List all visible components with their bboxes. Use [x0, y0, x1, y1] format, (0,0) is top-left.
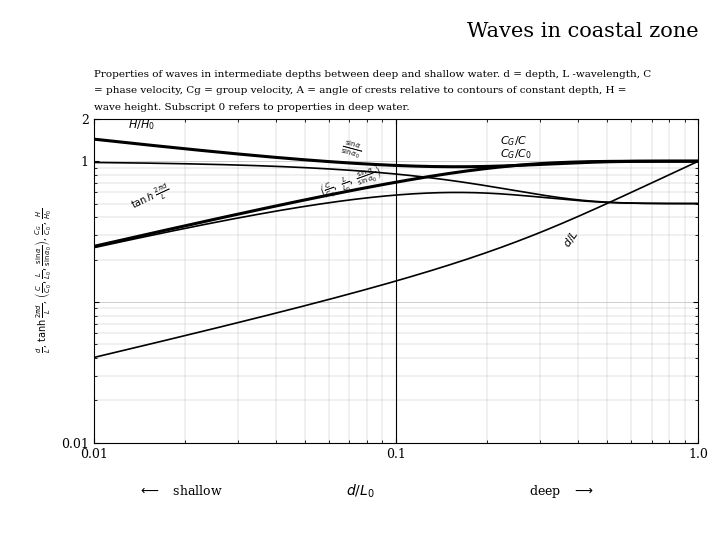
Text: = phase velocity, Cg = group velocity, A = angle of crests relative to contours : = phase velocity, Cg = group velocity, A…	[94, 86, 626, 96]
Text: $H/H_0$: $H/H_0$	[128, 118, 155, 132]
Text: $d/L_0$: $d/L_0$	[346, 483, 374, 500]
Text: $\tan h\ \frac{2\pi d}{L}$: $\tan h\ \frac{2\pi d}{L}$	[128, 181, 174, 215]
Text: Properties of waves in intermediate depths between deep and shallow water. d = d: Properties of waves in intermediate dept…	[94, 70, 651, 79]
Text: $\frac{\sin\alpha}{\sin\alpha_0}$: $\frac{\sin\alpha}{\sin\alpha_0}$	[339, 137, 364, 161]
Text: $C_G/C_0$: $C_G/C_0$	[500, 147, 531, 161]
Y-axis label: $\frac{d}{L}$, $\tanh\frac{2\pi d}{L}$, $\left(\frac{C}{C_0},\frac{L}{L_0},\frac: $\frac{d}{L}$, $\tanh\frac{2\pi d}{L}$, …	[33, 208, 54, 353]
Text: $d/L$: $d/L$	[561, 228, 582, 250]
Text: $\longleftarrow$   shallow: $\longleftarrow$ shallow	[138, 484, 222, 498]
Text: $\left(\frac{C}{C_0},\ \frac{L}{L_0},\ \frac{\sin\alpha}{\sin\alpha_0}\right)$: $\left(\frac{C}{C_0},\ \frac{L}{L_0},\ \…	[318, 161, 384, 201]
Text: Waves in coastal zone: Waves in coastal zone	[467, 22, 698, 40]
Text: $C_G/C$: $C_G/C$	[500, 134, 527, 149]
Text: wave height. Subscript 0 refers to properties in deep water.: wave height. Subscript 0 refers to prope…	[94, 103, 409, 112]
Text: deep   $\longrightarrow$: deep $\longrightarrow$	[529, 483, 594, 500]
